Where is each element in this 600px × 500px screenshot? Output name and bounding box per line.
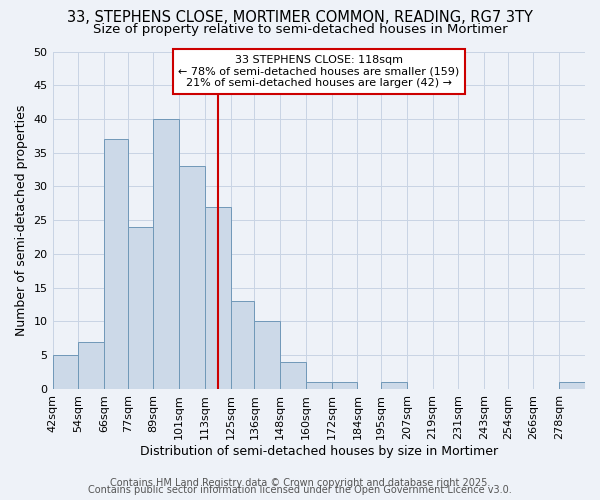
Bar — [154, 119, 179, 389]
Text: 33, STEPHENS CLOSE, MORTIMER COMMON, READING, RG7 3TY: 33, STEPHENS CLOSE, MORTIMER COMMON, REA… — [67, 10, 533, 25]
Bar — [179, 166, 205, 389]
Y-axis label: Number of semi-detached properties: Number of semi-detached properties — [15, 104, 28, 336]
Bar — [254, 322, 280, 389]
Text: Contains HM Land Registry data © Crown copyright and database right 2025.: Contains HM Land Registry data © Crown c… — [110, 478, 490, 488]
Text: Size of property relative to semi-detached houses in Mortimer: Size of property relative to semi-detach… — [92, 22, 508, 36]
Bar — [280, 362, 306, 389]
Bar — [381, 382, 407, 389]
Bar — [205, 206, 231, 389]
Bar — [332, 382, 358, 389]
Bar — [128, 227, 154, 389]
Text: 33 STEPHENS CLOSE: 118sqm
← 78% of semi-detached houses are smaller (159)
21% of: 33 STEPHENS CLOSE: 118sqm ← 78% of semi-… — [178, 55, 460, 88]
Text: Contains public sector information licensed under the Open Government Licence v3: Contains public sector information licen… — [88, 485, 512, 495]
Bar — [53, 355, 79, 389]
Bar — [79, 342, 104, 389]
Bar — [104, 139, 128, 389]
Bar — [231, 301, 254, 389]
Bar — [559, 382, 585, 389]
Bar — [306, 382, 332, 389]
X-axis label: Distribution of semi-detached houses by size in Mortimer: Distribution of semi-detached houses by … — [140, 444, 498, 458]
